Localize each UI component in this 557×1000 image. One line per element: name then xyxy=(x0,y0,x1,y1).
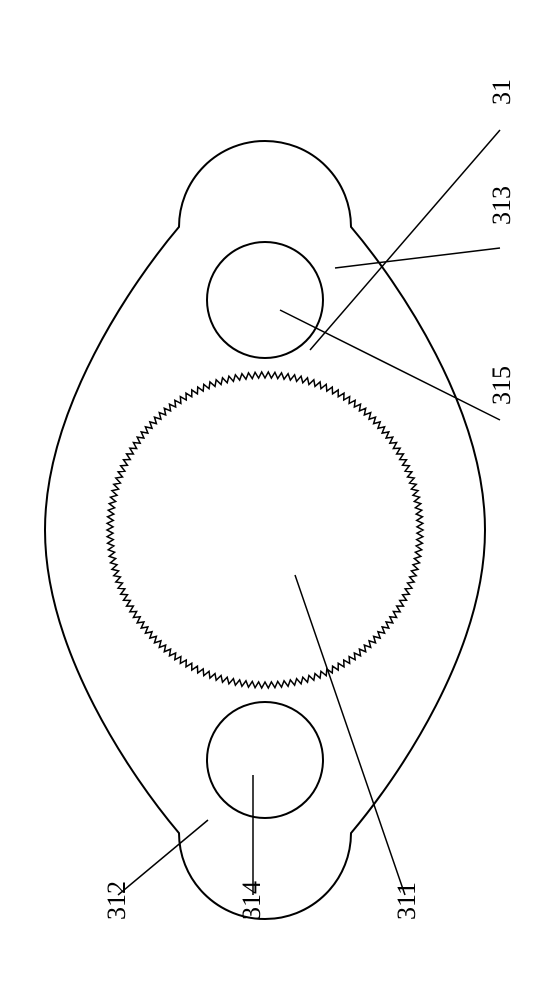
label-315: 315 xyxy=(487,366,516,405)
bolt-hole-left xyxy=(207,702,323,818)
bolt-hole-right xyxy=(207,242,323,358)
label-311: 311 xyxy=(392,882,421,920)
leader-31 xyxy=(310,130,500,350)
serrated-bore xyxy=(107,372,423,688)
label-31: 31 xyxy=(487,79,516,105)
label-312: 312 xyxy=(102,881,131,920)
label-313: 313 xyxy=(487,186,516,225)
leader-315 xyxy=(280,310,500,420)
leader-313 xyxy=(335,248,500,268)
label-314: 314 xyxy=(237,881,266,920)
